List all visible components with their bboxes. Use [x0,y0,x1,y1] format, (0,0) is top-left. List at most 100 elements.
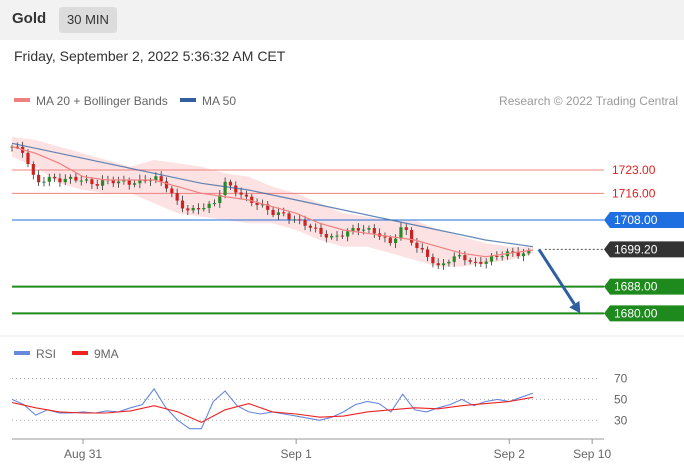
level-lines [12,169,604,315]
candle [159,171,163,187]
candle-body [100,180,105,186]
candle [292,215,296,223]
candle [410,227,414,246]
candle [420,243,424,253]
candle [255,198,259,210]
candle-body [196,208,201,210]
candle [372,224,376,238]
level-tag-4: 1688.00 [614,280,658,294]
candle [457,250,462,259]
candle-body [410,229,414,243]
legend-swatch-1 [180,98,196,102]
candle-body [516,252,520,257]
candle-body [42,181,46,183]
bollinger-band [12,136,533,267]
x-axis: Aug 31 Sep 1 Sep 2 Sep 10 [12,438,611,461]
candle [148,177,153,187]
candle-body [79,180,83,182]
legend-label-1: MA 50 [202,94,236,108]
rsi-panel: 70 50 30 [11,371,628,430]
moving-averages [11,142,534,258]
candle [495,251,499,261]
candle-body [420,248,424,250]
candle-body [138,179,142,184]
candle [473,257,478,267]
candle [228,179,233,191]
candle [452,252,456,267]
candle-body [367,228,371,230]
candle [500,251,504,261]
price-legend: MA 20 + Bollinger Bands MA 50 [14,94,236,108]
candle-body [282,212,286,214]
candle [468,257,472,265]
candle-body [441,263,446,266]
credit-text: Research © 2022 Trading Central [499,94,678,108]
candle-body [191,208,195,211]
level-tag-2: 1708.00 [614,213,658,227]
bollinger-fill [12,136,533,267]
candle-body [298,219,302,221]
rsi-tick-2: 30 [614,413,628,427]
candle-body [250,196,254,203]
candle-body [431,256,435,264]
candle-body [303,219,307,226]
candle [63,174,67,185]
candle-body [511,251,515,253]
candle-body [324,233,328,238]
candle [340,230,344,239]
candle [425,246,430,262]
candle [53,173,57,182]
candle-body [63,178,67,183]
candle [319,222,323,237]
candle-body [175,193,179,201]
candle [202,203,206,212]
candle-body [489,255,494,262]
candle-body [202,208,206,210]
interval-button[interactable]: 30 MIN [59,7,117,33]
candle-body [74,176,78,181]
candle [516,247,520,259]
level-tag-box-2 [604,212,684,228]
candle-body [388,237,392,244]
candle-body [111,179,115,184]
candle-body [58,178,62,183]
level-tag-5: 1680.00 [614,306,658,320]
candle [447,259,451,267]
candle-body [372,228,376,234]
candle-body [154,176,158,181]
forecast-arrow [537,248,581,314]
rsi-legend-label-0: RSI [36,347,56,361]
candle-body [383,236,387,238]
candle-body [148,180,153,182]
candle [314,223,318,233]
candle-body [47,176,51,182]
candle-body [495,255,499,257]
candle [218,189,222,208]
candle [180,195,185,213]
rsi-line [11,387,534,430]
candle-body [346,231,350,237]
level-tags: 1723.00 1716.00 1708.00 1699.20 1688.00 1680.… [604,163,684,322]
candle-body [463,255,467,261]
candle-body [170,188,174,194]
candle [356,223,360,236]
candle-body [84,179,89,181]
candle-body [31,164,35,175]
candle-body [207,203,211,209]
candle-body [90,179,94,185]
candle-body [308,225,312,228]
candle-body [122,180,126,182]
candle-body [186,208,190,211]
legend-swatch-0 [14,98,30,102]
candle-body [287,213,291,220]
x-tick-label-1: Sep 1 [280,447,312,461]
candle [287,210,291,225]
candle [212,199,217,207]
candle-body [457,255,462,257]
candle-body [484,261,488,264]
candle [527,248,531,256]
level-tag-0: 1723.00 [612,163,656,177]
candle-body [452,256,456,262]
candle-body [223,181,227,195]
